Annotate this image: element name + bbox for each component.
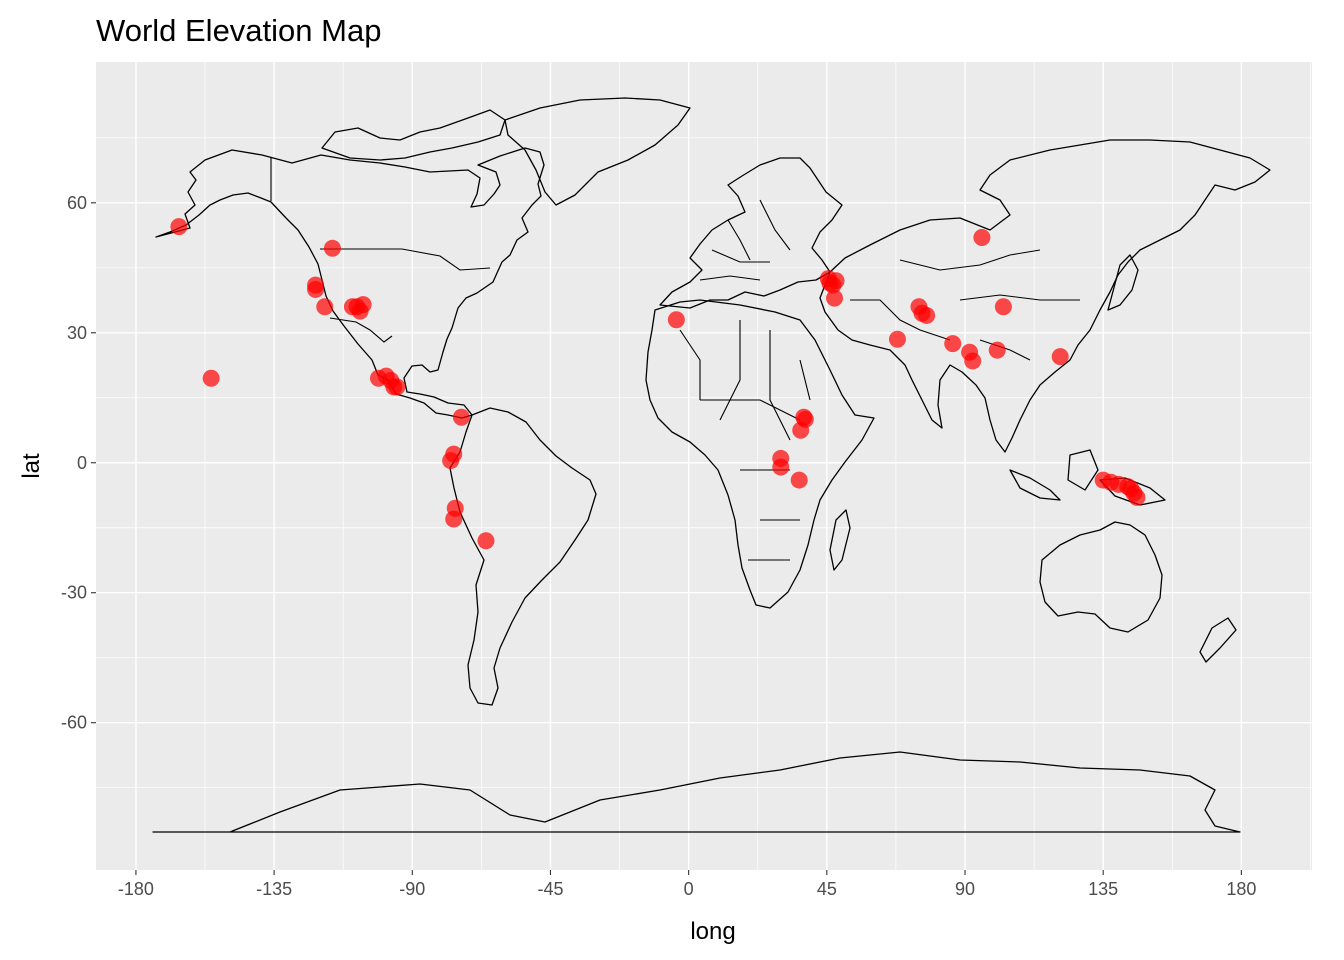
x-tick-label: 135 bbox=[1088, 879, 1118, 899]
elevation-points bbox=[170, 218, 1146, 550]
japan-outline bbox=[1107, 254, 1139, 311]
elevation-point bbox=[796, 410, 814, 428]
elevation-point bbox=[452, 408, 470, 426]
elevation-point bbox=[827, 272, 845, 290]
elevation-point bbox=[667, 311, 685, 329]
elevation-point bbox=[988, 341, 1006, 359]
elevation-point bbox=[1128, 488, 1146, 506]
elevation-point bbox=[323, 239, 341, 257]
elevation-point bbox=[790, 471, 808, 489]
y-axis-title: lat bbox=[18, 453, 45, 479]
elevation-point bbox=[944, 335, 962, 353]
asia-borders bbox=[850, 249, 1080, 361]
europe-outline bbox=[659, 157, 843, 309]
antarctica-outline bbox=[152, 751, 1241, 833]
elevation-point bbox=[888, 330, 906, 348]
us-canada-border bbox=[320, 248, 491, 271]
elevation-point bbox=[973, 228, 991, 246]
elevation-point bbox=[918, 306, 936, 324]
x-tick-label: 90 bbox=[955, 879, 975, 899]
x-tick-label: -45 bbox=[537, 879, 563, 899]
x-tick-label: 45 bbox=[817, 879, 837, 899]
madagascar-outline bbox=[829, 509, 851, 571]
y-tick-label: 60 bbox=[67, 193, 87, 213]
y-tick-label: 30 bbox=[67, 323, 87, 343]
elevation-point bbox=[826, 289, 844, 307]
major-gridlines bbox=[96, 62, 1312, 870]
australia-outline bbox=[1039, 521, 1163, 633]
world-map-outlines bbox=[152, 97, 1271, 833]
elevation-point bbox=[316, 298, 334, 316]
elevation-point bbox=[477, 532, 495, 550]
us-mexico-border bbox=[329, 317, 393, 343]
x-tick-label: 0 bbox=[684, 879, 694, 899]
elevation-point bbox=[170, 218, 188, 236]
x-tick-label: -90 bbox=[399, 879, 425, 899]
y-tick-label: -60 bbox=[61, 713, 87, 733]
elevation-point bbox=[445, 510, 463, 528]
minor-gridlines bbox=[96, 62, 1312, 870]
europe-borders bbox=[699, 199, 791, 281]
africa-borders bbox=[679, 320, 811, 561]
southeast-asia-islands-outline bbox=[1009, 449, 1166, 506]
arctic-islands-outline bbox=[321, 109, 506, 161]
x-tick-label: -180 bbox=[118, 879, 154, 899]
asia-outline bbox=[819, 139, 1271, 453]
greenland-outline bbox=[504, 97, 691, 206]
elevation-point bbox=[202, 369, 220, 387]
y-tick-label: 0 bbox=[77, 453, 87, 473]
elevation-point bbox=[307, 280, 325, 298]
plot-panel bbox=[96, 62, 1312, 870]
x-tick-label: 180 bbox=[1226, 879, 1256, 899]
elevation-point bbox=[1051, 348, 1069, 366]
elevation-point bbox=[442, 452, 460, 470]
south-america-outline bbox=[449, 407, 597, 706]
y-tick-label: -30 bbox=[61, 583, 87, 603]
x-axis-ticks: -180 -135 -90 -45 0 45 90 135 180 bbox=[118, 870, 1256, 899]
x-tick-label: -135 bbox=[256, 879, 292, 899]
elevation-point bbox=[994, 298, 1012, 316]
elevation-point bbox=[388, 378, 406, 396]
elevation-point bbox=[772, 458, 790, 476]
y-axis-ticks: -60 -30 0 30 60 bbox=[61, 193, 96, 733]
x-axis-title: long bbox=[690, 918, 735, 945]
new-zealand-outline bbox=[1199, 617, 1237, 663]
africa-outline bbox=[645, 299, 875, 609]
chart-title: World Elevation Map bbox=[96, 13, 381, 48]
elevation-point bbox=[964, 352, 982, 370]
elevation-point bbox=[354, 296, 372, 314]
